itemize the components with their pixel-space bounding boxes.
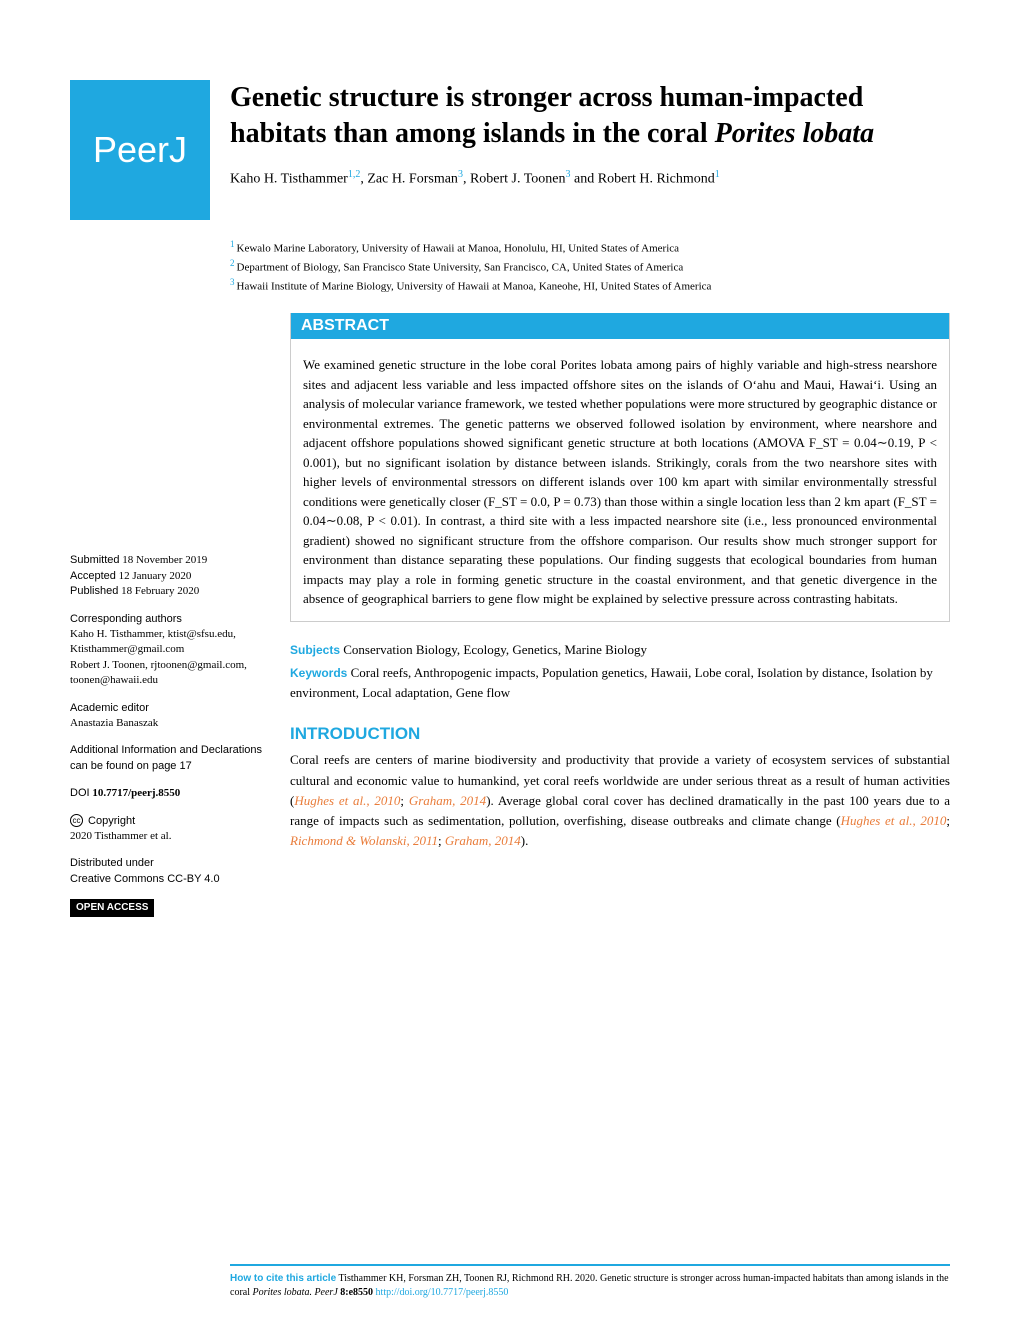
affiliation-1: 1Kewalo Marine Laboratory, University of… (230, 238, 950, 257)
affil-text-2: Department of Biology, San Francisco Sta… (237, 262, 684, 274)
abstract-box: ABSTRACT We examined genetic structure i… (290, 313, 950, 622)
abstract-header: ABSTRACT (291, 313, 949, 339)
corresponding-block: Corresponding authors Kaho H. Tisthammer… (70, 612, 270, 689)
doi-label: DOI (70, 787, 90, 799)
keywords-label: Keywords (290, 666, 347, 680)
intro-sep1: ; (400, 793, 408, 808)
open-access-block: OPEN ACCESS (70, 899, 270, 917)
affil-text-3: Hawaii Institute of Marine Biology, Univ… (237, 281, 712, 293)
affil-text-1: Kewalo Marine Laboratory, University of … (237, 243, 680, 255)
howto-label: How to cite this article (230, 1273, 336, 1284)
additional-info-block: Additional Information and Declarations … (70, 743, 270, 774)
corresponding-text: Kaho H. Tisthammer, ktist@sfsu.edu, Ktis… (70, 627, 270, 689)
copyright-label: Copyright (85, 815, 135, 827)
affiliations-list: 1Kewalo Marine Laboratory, University of… (230, 238, 950, 295)
sidebar: Submitted 18 November 2019 Accepted 12 J… (70, 313, 270, 929)
accepted-label: Accepted (70, 570, 116, 582)
citation-link[interactable]: Hughes et al., 2010 (841, 813, 947, 828)
main-content-row: Submitted 18 November 2019 Accepted 12 J… (70, 313, 950, 929)
copyright-block: cc Copyright 2020 Tisthammer et al. (70, 814, 270, 845)
subjects-text: Conservation Biology, Ecology, Genetics,… (340, 642, 647, 657)
copyright-text: 2020 Tisthammer et al. (70, 829, 270, 844)
submitted-label: Submitted (70, 554, 120, 566)
doi-block: DOI 10.7717/peerj.8550 (70, 786, 270, 801)
doi-value[interactable]: 10.7717/peerj.8550 (90, 787, 181, 799)
footer-doi-link[interactable]: http://doi.org/10.7717/peerj.8550 (376, 1287, 509, 1298)
subjects-label: Subjects (290, 643, 340, 657)
dates-block: Submitted 18 November 2019 Accepted 12 J… (70, 553, 270, 599)
author-3: , Robert J. Toonen (463, 171, 566, 186)
author-4-affil: 1 (715, 169, 720, 180)
keywords-row: Keywords Coral reefs, Anthropogenic impa… (290, 663, 950, 702)
journal-logo: PeerJ (70, 80, 210, 220)
citation-link[interactable]: Graham, 2014 (445, 833, 521, 848)
article-title: Genetic structure is stronger across hum… (230, 80, 950, 153)
citation-link[interactable]: Richmond & Wolanski, 2011 (290, 833, 438, 848)
open-access-badge: OPEN ACCESS (70, 899, 154, 917)
author-2: , Zac H. Forsman (360, 171, 458, 186)
affil-num-1: 1 (230, 239, 235, 249)
footer-volume: 8:e8550 (338, 1287, 376, 1298)
introduction-header: INTRODUCTION (290, 724, 950, 744)
abstract-text: We examined genetic structure in the lob… (291, 347, 949, 621)
intro-sep3: ; (438, 833, 445, 848)
published-date: 18 February 2020 (118, 585, 199, 597)
additional-info-label: Additional Information and Declarations … (70, 743, 270, 774)
license-block: Distributed under Creative Commons CC-BY… (70, 856, 270, 887)
keywords-text: Coral reefs, Anthropogenic impacts, Popu… (290, 665, 933, 700)
journal-logo-text: PeerJ (93, 129, 187, 171)
affiliation-3: 3Hawaii Institute of Marine Biology, Uni… (230, 276, 950, 295)
content-column: ABSTRACT We examined genetic structure i… (290, 313, 950, 929)
footer-citation-italic: Porites lobata. PeerJ (253, 1287, 338, 1298)
editor-label: Academic editor (70, 701, 270, 716)
citation-footer: How to cite this article Tisthammer KH, … (230, 1264, 950, 1300)
intro-end: ). (521, 833, 529, 848)
editor-name: Anastazia Banaszak (70, 716, 270, 731)
introduction-text: Coral reefs are centers of marine biodiv… (290, 750, 950, 851)
citation-link[interactable]: Hughes et al., 2010 (294, 793, 400, 808)
submitted-date: 18 November 2019 (120, 554, 208, 566)
affiliation-2: 2Department of Biology, San Francisco St… (230, 257, 950, 276)
cc-icon: cc (70, 814, 83, 827)
author-4: and Robert H. Richmond (571, 171, 715, 186)
author-1-affil: 1,2 (348, 169, 361, 180)
distributed-text[interactable]: Creative Commons CC-BY 4.0 (70, 872, 270, 887)
authors-list: Kaho H. Tisthammer1,2, Zac H. Forsman3, … (230, 167, 950, 190)
published-label: Published (70, 585, 118, 597)
title-block: Genetic structure is stronger across hum… (230, 80, 950, 220)
intro-sep2: ; (946, 813, 950, 828)
distributed-label: Distributed under (70, 856, 270, 871)
article-page: PeerJ Genetic structure is stronger acro… (0, 0, 1020, 1320)
corresponding-label: Corresponding authors (70, 612, 270, 627)
author-1: Kaho H. Tisthammer (230, 171, 348, 186)
affil-num-2: 2 (230, 258, 235, 268)
citation-link[interactable]: Graham, 2014 (409, 793, 486, 808)
editor-block: Academic editor Anastazia Banaszak (70, 701, 270, 732)
title-species: Porites lobata (715, 118, 874, 149)
subjects-row: Subjects Conservation Biology, Ecology, … (290, 640, 950, 660)
affil-num-3: 3 (230, 277, 235, 287)
accepted-date: 12 January 2020 (116, 570, 191, 582)
header-section: PeerJ Genetic structure is stronger acro… (70, 80, 950, 220)
